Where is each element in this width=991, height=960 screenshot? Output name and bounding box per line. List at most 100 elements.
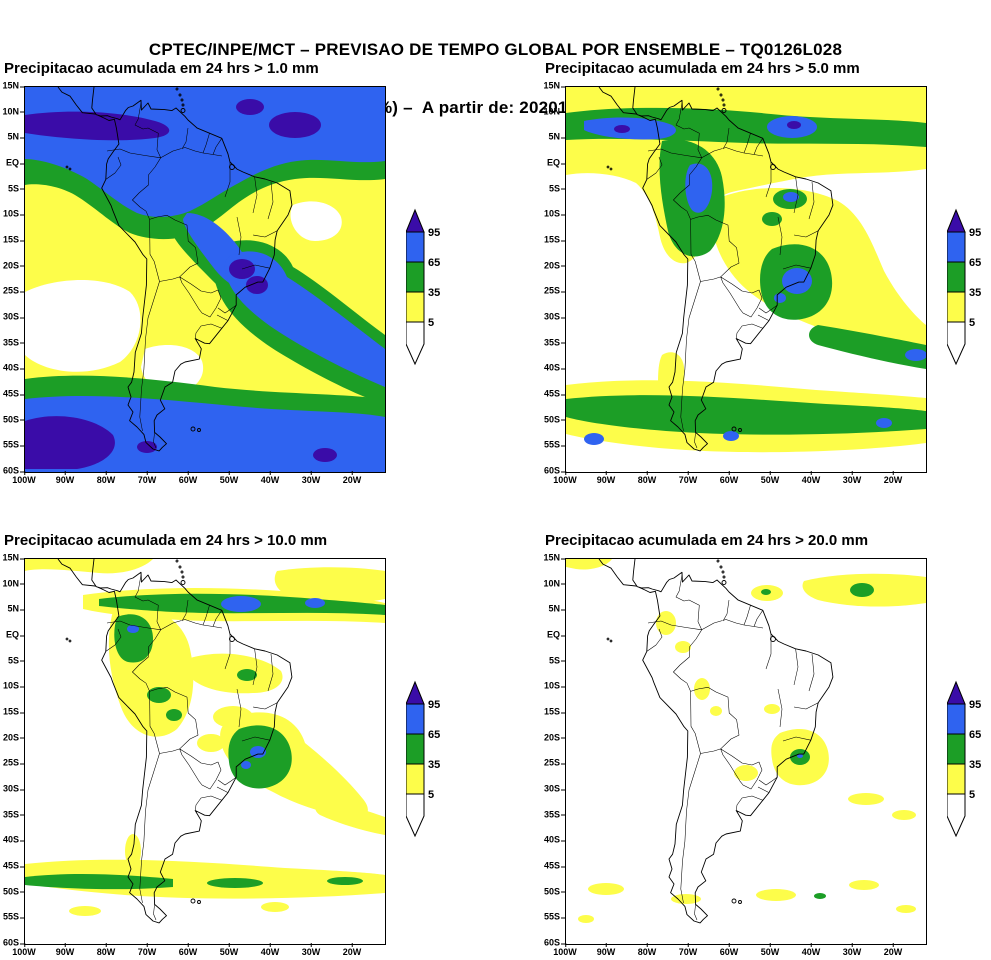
longitude-tick-60W: 60W [719,471,739,485]
longitude-axis: 100W 90W 80W 70W 60W 50W 40W 30W 20W [553,471,902,488]
latitude-tick-25S: 25S [543,285,566,296]
latitude-tick-15N: 15N [543,80,565,91]
longitude-tick-30W: 30W [301,943,321,957]
panel-title: Precipitacao acumulada em 24 hrs > 20.0 … [545,532,869,549]
colorbar-label-5: 5 [969,789,975,801]
latitude-tick-5S: 5S [7,183,25,194]
longitude-tick-70W: 70W [678,471,698,485]
longitude-tick-90W: 90W [55,943,75,957]
probability-colorbar: 95 65 35 5 [946,680,991,840]
colorbar-label-95: 95 [428,699,440,711]
latitude-tick-30S: 30S [2,311,25,322]
latitude-axis: 15N 10N 5N EQ 5S 10S 15S 20S 25S 30S 35S 40S 45S 50S 5… [2,553,25,947]
latitude-axis: 15N 10N 5N EQ 5S 10S 15S 20S 25S 30S 35S 40S 45S 50S 5… [543,553,566,947]
longitude-tick-100W: 100W [12,471,36,485]
colorbar-label-5: 5 [428,317,434,329]
longitude-tick-30W: 30W [842,943,862,957]
latitude-tick-15N: 15N [543,552,565,563]
latitude-tick-15S: 15S [543,706,566,717]
colorbar-label-65: 65 [428,729,440,741]
latitude-tick-10S: 10S [543,680,566,691]
probability-colorbar: 95 65 35 5 [405,208,450,368]
colorbar-graphic: 95 65 35 5 [946,680,981,838]
colorbar-label-65: 65 [428,257,440,269]
latitude-axis: 15N 10N 5N EQ 5S 10S 15S 20S 25S 30S 35S 40S 45S 50S 5… [543,81,566,475]
latitude-tick-60S: 60S [543,937,566,948]
longitude-axis: 100W 90W 80W 70W 60W 50W 40W 30W 20W [12,943,361,960]
latitude-tick-30S: 30S [543,311,566,322]
colorbar-graphic: 95 65 35 5 [946,208,981,366]
longitude-axis: 100W 90W 80W 70W 60W 50W 40W 30W 20W [12,471,361,488]
latitude-tick-50S: 50S [543,886,566,897]
latitude-tick-25S: 25S [2,285,25,296]
longitude-tick-20W: 20W [883,471,903,485]
probability-colorbar: 95 65 35 5 [946,208,991,368]
map-graphic-gt-5mm [566,87,926,472]
colorbar-label-95: 95 [428,227,440,239]
latitude-tick-5S: 5S [548,655,566,666]
map-graphic-gt-10mm [25,559,385,944]
longitude-tick-100W: 100W [553,943,577,957]
longitude-tick-30W: 30W [301,471,321,485]
latitude-tick-10S: 10S [2,680,25,691]
latitude-tick-30S: 30S [543,783,566,794]
colorbar-label-35: 35 [969,287,981,299]
map-frame [24,558,386,945]
latitude-tick-15N: 15N [2,80,24,91]
colorbar-label-5: 5 [969,317,975,329]
figure-title: CPTEC/INPE/MCT – PREVISAO DE TEMPO GLOBA… [148,40,843,59]
latitude-tick-10N: 10N [2,106,24,117]
panel-precip-gt-10mm: Precipitacao acumulada em 24 hrs > 10.0 … [2,530,450,957]
longitude-tick-90W: 90W [596,943,616,957]
latitude-tick-60S: 60S [543,465,566,476]
longitude-tick-50W: 50W [760,943,780,957]
longitude-tick-70W: 70W [678,943,698,957]
panel-title: Precipitacao acumulada em 24 hrs > 1.0 m… [4,60,319,77]
panel-precip-gt-5mm: Precipitacao acumulada em 24 hrs > 5.0 m… [543,58,991,485]
longitude-tick-100W: 100W [12,943,36,957]
longitude-tick-100W: 100W [553,471,577,485]
longitude-tick-80W: 80W [96,471,116,485]
panel-title: Precipitacao acumulada em 24 hrs > 10.0 … [4,532,328,549]
colorbar-label-95: 95 [969,227,981,239]
latitude-tick-45S: 45S [543,388,566,399]
latitude-tick-40S: 40S [543,834,566,845]
colorbar-label-5: 5 [428,789,434,801]
latitude-tick-10N: 10N [543,578,565,589]
longitude-tick-80W: 80W [637,471,657,485]
latitude-tick-5S: 5S [548,183,566,194]
latitude-tick-25S: 25S [543,757,566,768]
colorbar-label-65: 65 [969,257,981,269]
latitude-tick-5S: 5S [7,655,25,666]
longitude-axis: 100W 90W 80W 70W 60W 50W 40W 30W 20W [553,943,902,960]
latitude-tick-45S: 45S [543,860,566,871]
latitude-tick-30S: 30S [2,783,25,794]
latitude-tick-EQ: EQ [546,157,566,168]
latitude-tick-60S: 60S [2,465,25,476]
latitude-tick-EQ: EQ [5,157,25,168]
longitude-tick-90W: 90W [55,471,75,485]
latitude-axis: 15N 10N 5N EQ 5S 10S 15S 20S 25S 30S 35S 40S 45S 50S 5… [2,81,25,475]
longitude-tick-70W: 70W [137,943,157,957]
longitude-tick-40W: 40W [260,943,280,957]
map-graphic-gt-1mm [25,87,385,472]
longitude-tick-40W: 40W [260,471,280,485]
latitude-tick-55S: 55S [2,439,25,450]
latitude-tick-50S: 50S [543,414,566,425]
latitude-tick-15S: 15S [2,234,25,245]
latitude-tick-5N: 5N [548,603,565,614]
map-frame [565,558,927,945]
latitude-tick-35S: 35S [2,337,25,348]
longitude-tick-80W: 80W [96,943,116,957]
longitude-tick-40W: 40W [801,471,821,485]
colorbar-label-65: 65 [969,729,981,741]
longitude-tick-40W: 40W [801,943,821,957]
latitude-tick-50S: 50S [2,886,25,897]
latitude-tick-35S: 35S [2,809,25,820]
longitude-tick-50W: 50W [219,471,239,485]
latitude-tick-15S: 15S [2,706,25,717]
latitude-tick-45S: 45S [2,860,25,871]
latitude-tick-60S: 60S [2,937,25,948]
probability-colorbar: 95 65 35 5 [405,680,450,840]
map-frame [565,86,927,473]
